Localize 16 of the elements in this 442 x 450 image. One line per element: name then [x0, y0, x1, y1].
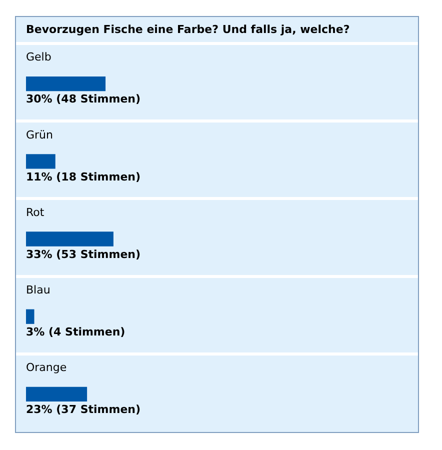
bar — [26, 154, 56, 169]
y-tick-label: Gelb — [26, 50, 52, 64]
bar — [26, 309, 34, 324]
text: Bevorzugen Fische eine Farbe? Und falls ja, welche? — [26, 22, 350, 36]
data-label: 23% (37 Stimmen) — [26, 403, 141, 416]
y-tick-label: Grün — [26, 128, 54, 142]
bar — [26, 76, 106, 92]
y-tick-label: Rot — [26, 206, 45, 219]
data-label: 33% (53 Stimmen) — [26, 248, 141, 261]
bar — [26, 232, 114, 246]
y-tick-label: Orange — [26, 361, 67, 374]
data-label: 11% (18 Stimmen) — [26, 170, 141, 184]
data-label: 30% (48 Stimmen) — [26, 92, 141, 106]
y-tick-label: Blau — [26, 283, 50, 296]
bar — [26, 386, 88, 402]
data-label: 3% (4 Stimmen) — [26, 325, 126, 338]
